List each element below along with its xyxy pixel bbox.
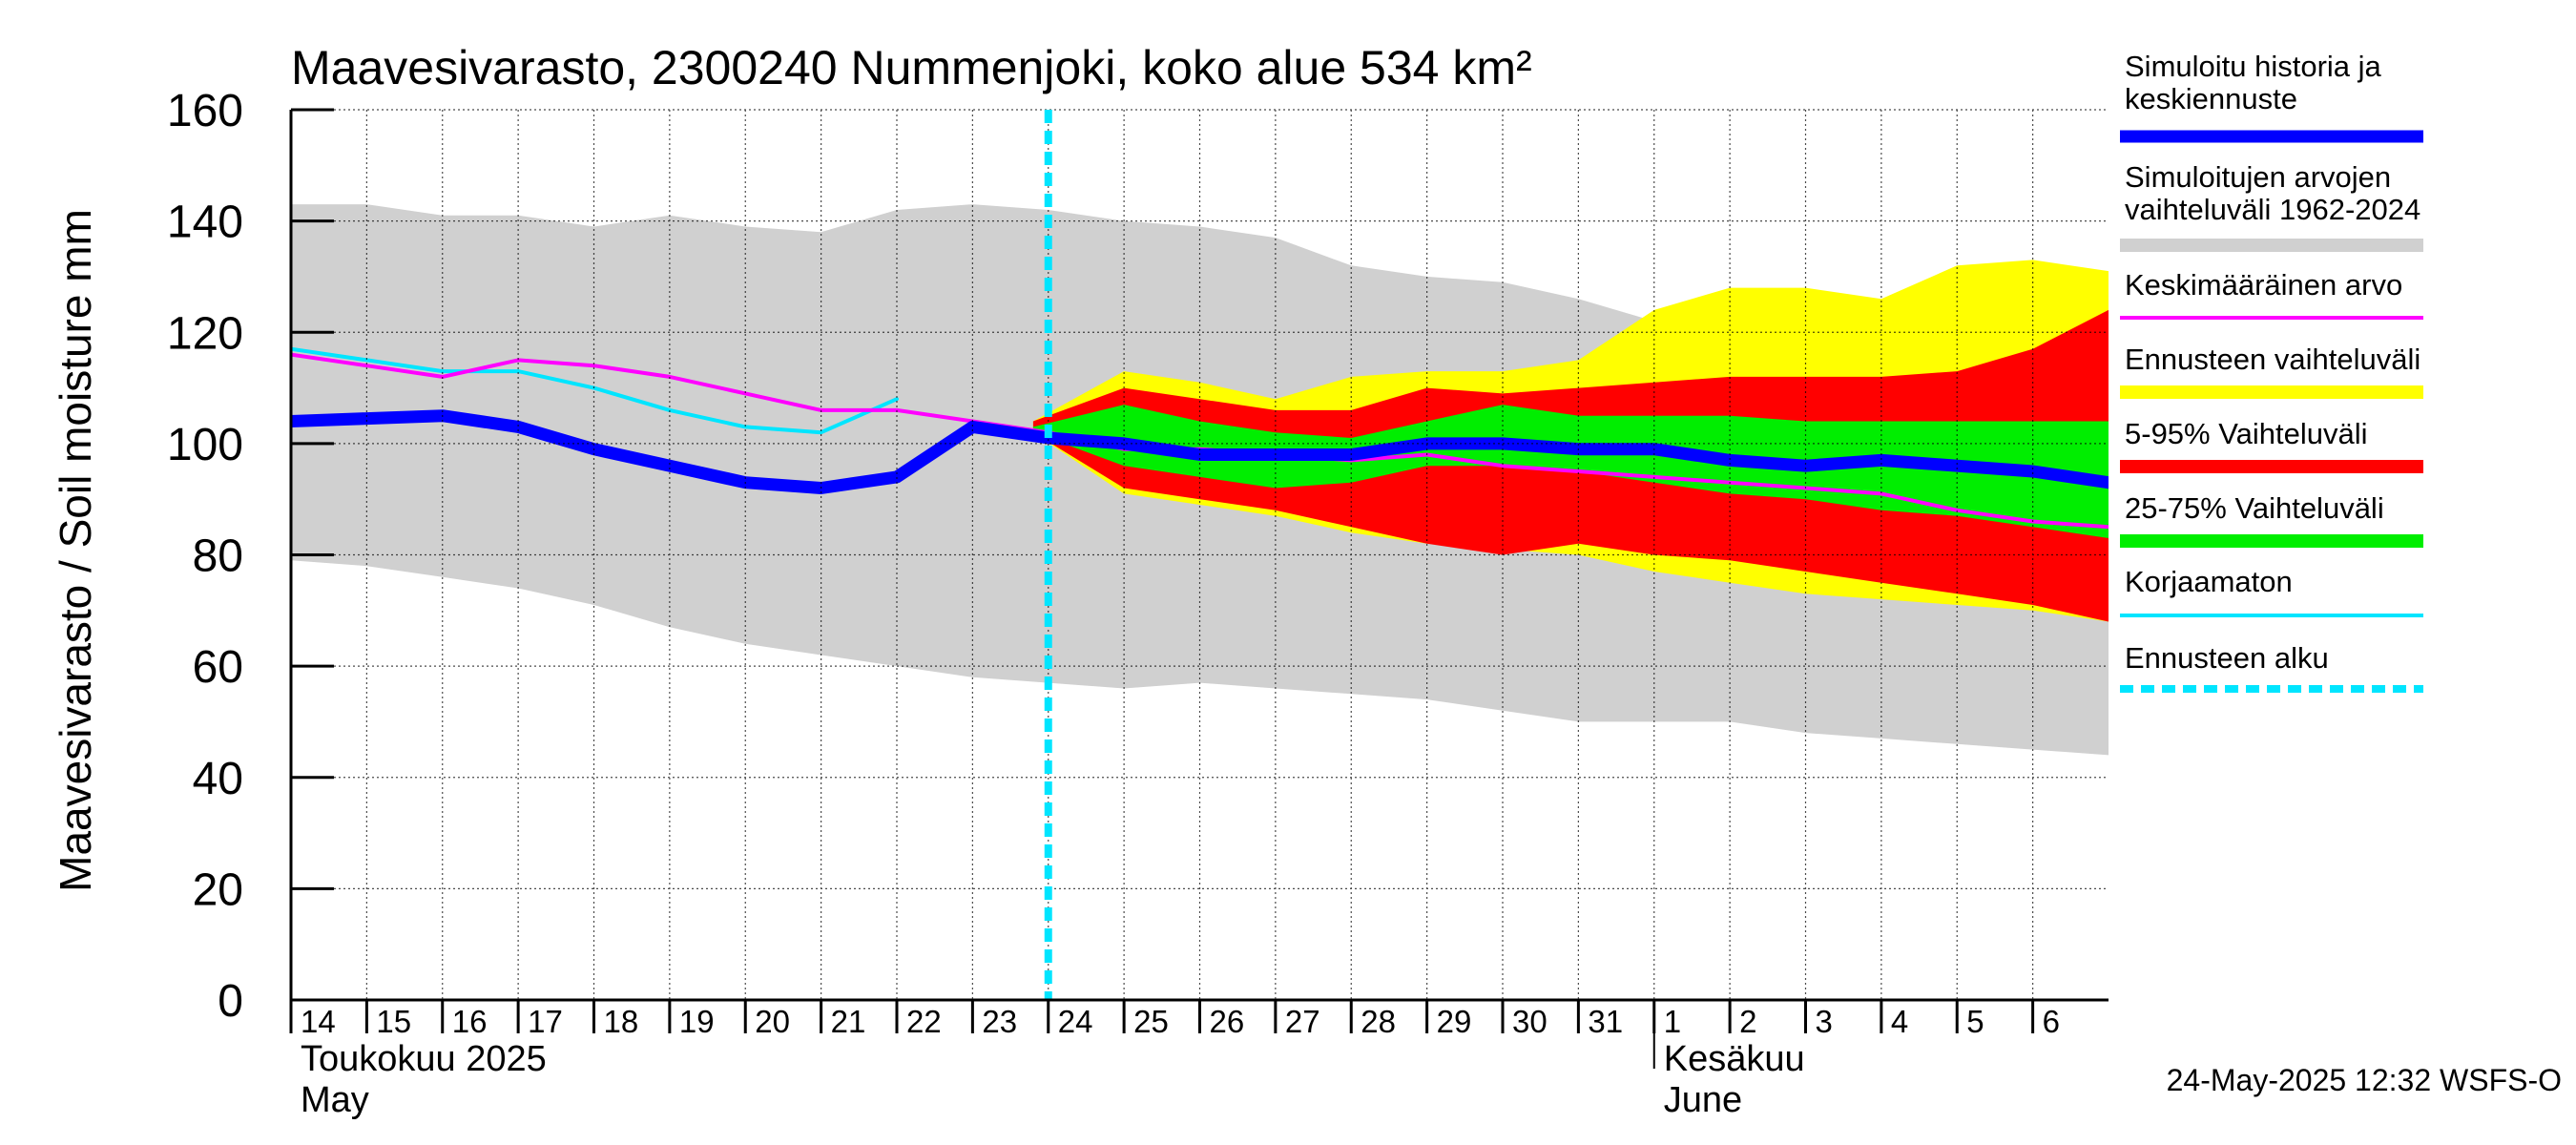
chart-title-group: Maavesivarasto, 2300240 Nummenjoki, koko… [291,41,1532,94]
x-tick-label: 3 [1816,1004,1833,1039]
legend-label: Ennusteen alku [2125,641,2329,675]
y-tick-label: 0 [218,976,243,1027]
x-tick-label: 29 [1437,1004,1472,1039]
y-tick-label: 100 [167,420,243,470]
month-label-en: June [1664,1080,1742,1120]
legend-label: 5-95% Vaihteluväli [2125,417,2367,450]
x-tick-label: 1 [1664,1004,1681,1039]
month-label-fi: Toukokuu 2025 [301,1039,547,1079]
x-tick-label: 4 [1891,1004,1908,1039]
y-tick-label: 40 [193,754,243,804]
x-tick-label: 14 [301,1004,336,1039]
x-tick-label: 2 [1739,1004,1756,1039]
legend-label: Korjaamaton [2125,565,2293,598]
month-label-fi: Kesäkuu [1664,1039,1805,1079]
x-tick-label: 25 [1133,1004,1169,1039]
x-tick-label: 16 [452,1004,488,1039]
x-tick-label: 20 [755,1004,790,1039]
y-tick-label: 160 [167,86,243,136]
y-tick-label: 140 [167,198,243,248]
y-tick-label: 80 [193,531,243,582]
x-tick-label: 31 [1588,1004,1623,1039]
x-tick-label: 15 [376,1004,411,1039]
y-tick-label: 60 [193,642,243,693]
chart-title: Maavesivarasto, 2300240 Nummenjoki, koko… [291,41,1532,94]
x-tick-label: 24 [1058,1004,1093,1039]
p25-75-band [1032,405,2109,538]
month-label-en: May [301,1080,369,1120]
x-tick-label: 23 [982,1004,1017,1039]
legend-label: 25-75% Vaihteluväli [2125,491,2384,525]
y-axis-label: Maavesivarasto / Soil moisture mm [51,209,100,892]
legend-label: keskiennuste [2125,82,2297,115]
legend-label: Ennusteen vaihteluväli [2125,343,2420,376]
x-tick-label: 27 [1285,1004,1320,1039]
legend-label: Simuloitu historia ja [2125,50,2382,83]
y-tick-label: 120 [167,308,243,359]
timestamp: 24-May-2025 12:32 WSFS-O [2167,1063,2562,1097]
legend-label: Keskimääräinen arvo [2125,268,2402,302]
x-tick-label: 26 [1210,1004,1245,1039]
legend-label: Simuloitujen arvojen [2125,160,2391,194]
x-tick-label: 19 [679,1004,715,1039]
x-tick-label: 30 [1512,1004,1548,1039]
legend-label: vaihteluväli 1962-2024 [2125,193,2420,226]
plot-clipped-layer [291,204,2109,756]
x-tick-label: 17 [528,1004,563,1039]
x-tick-label: 18 [604,1004,639,1039]
x-tick-label: 6 [2043,1004,2060,1039]
x-tick-label: 21 [831,1004,866,1039]
x-tick-label: 28 [1361,1004,1396,1039]
x-tick-label: 22 [906,1004,942,1039]
x-tick-label: 5 [1966,1004,1984,1039]
y-tick-label: 20 [193,864,243,915]
